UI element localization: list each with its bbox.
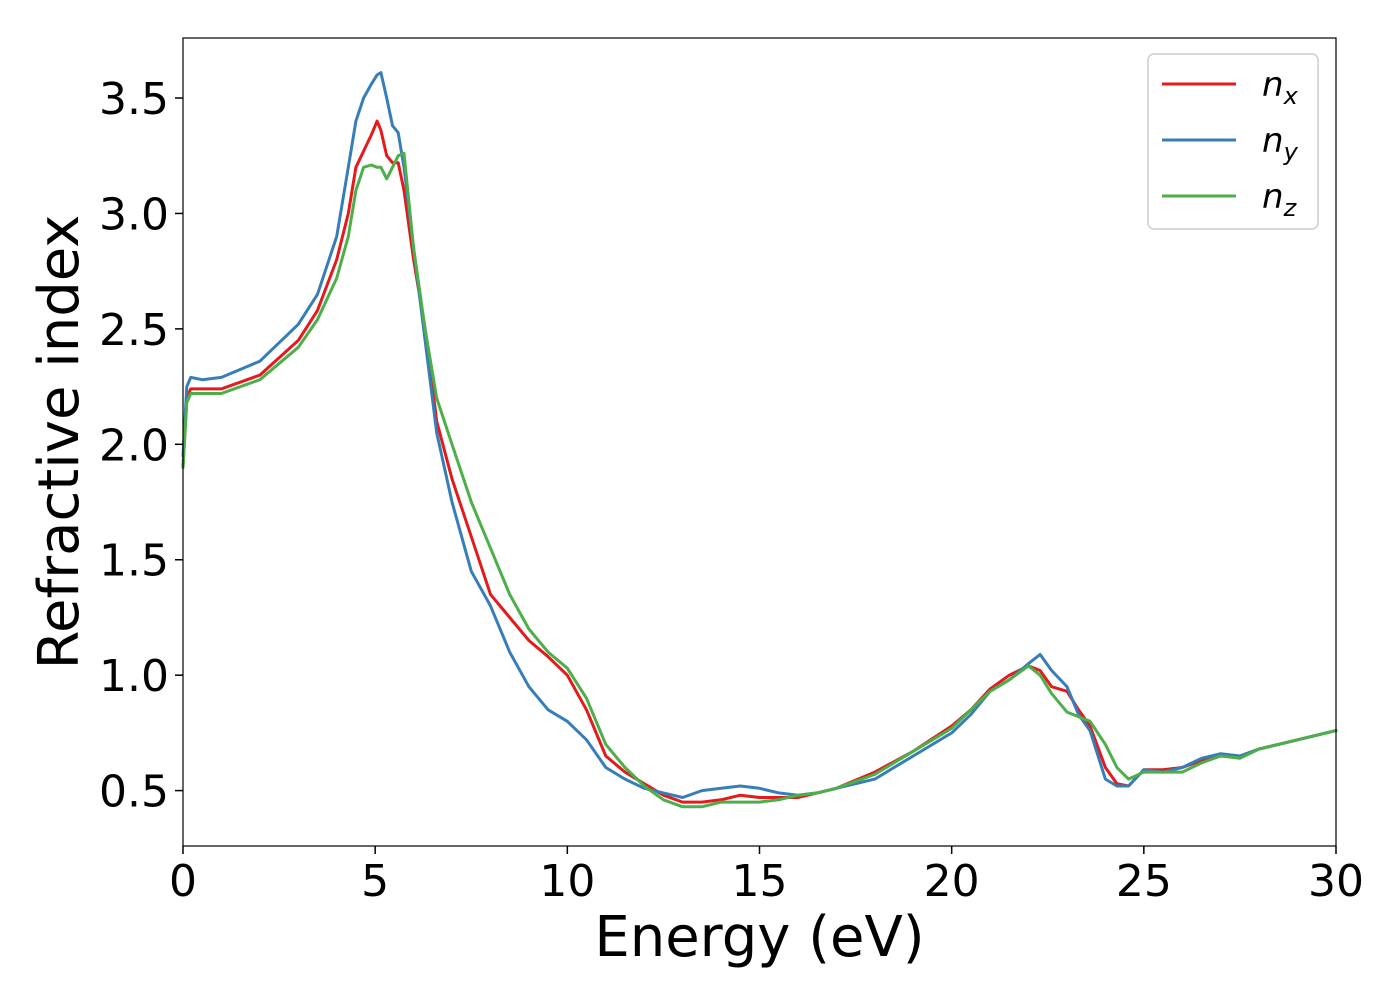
series-line-y: [181, 71, 1338, 799]
series-layer: [181, 71, 1338, 809]
y-tick-label: 2.5: [99, 305, 169, 356]
y-axis-ticks: 0.5 1.0 1.5 2.0 2.5 3.0 3.5: [99, 74, 183, 818]
x-tick-label: 0: [169, 856, 197, 907]
x-tick-label: 5: [361, 856, 389, 907]
x-axis-title: Energy (eV): [594, 905, 924, 970]
x-tick-label: 20: [924, 856, 980, 907]
x-tick-label: 10: [539, 856, 595, 907]
legend-subscript-z: z: [1283, 194, 1298, 222]
series-line-z: [181, 151, 1338, 809]
y-tick-label: 3.0: [99, 189, 169, 240]
x-axis-ticks: 0 5 10 15 20 25 30: [169, 846, 1364, 907]
x-tick-label: 15: [732, 856, 788, 907]
y-tick-label: 0.5: [99, 767, 169, 818]
y-tick-label: 1.5: [99, 536, 169, 587]
x-tick-label: 30: [1308, 856, 1364, 907]
x-tick-label: 25: [1116, 856, 1172, 907]
y-tick-label: 2.0: [99, 420, 169, 471]
legend-subscript-x: x: [1283, 82, 1299, 110]
series-line-x: [181, 119, 1338, 804]
legend-subscript-y: y: [1283, 138, 1299, 166]
y-tick-label: 3.5: [99, 74, 169, 125]
y-axis-title: Refractive index: [27, 215, 92, 670]
y-tick-label: 1.0: [99, 651, 169, 702]
